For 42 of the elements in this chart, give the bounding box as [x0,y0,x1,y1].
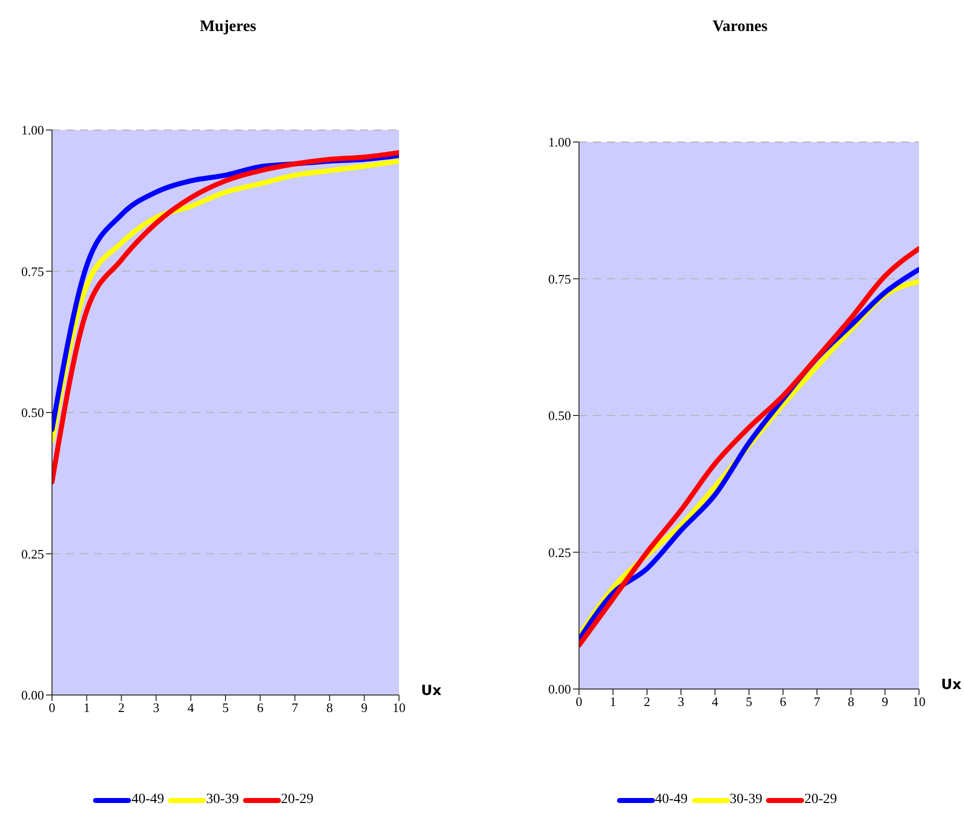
x-tick-label: 7 [292,700,299,716]
x-tick-label: 8 [326,700,333,716]
x-tick-label: 1 [610,694,616,710]
x-tick-label: 9 [882,694,888,710]
y-tick-label: 0.75 [548,271,571,286]
y-tick-label: 0.25 [548,544,571,560]
x-tick-label: 6 [780,694,787,710]
x-tick-label: 9 [361,700,368,716]
x-tick-label: 0 [48,700,56,716]
x-tick-label: 5 [222,700,229,716]
x-tick-label: 0 [576,694,582,710]
legend-label: 20-29 [280,792,314,808]
x-tick-label: 7 [814,694,821,710]
x-tick-label: 6 [256,700,264,716]
y-tick-label: 0.50 [21,405,44,420]
y-tick-label: 0.75 [21,264,44,279]
x-axis-title: Ux [941,676,962,693]
legend-label: 30-39 [730,792,762,808]
x-tick-label: 8 [848,694,854,710]
x-tick-label: 4 [188,700,195,716]
x-tick-label: 10 [392,700,406,716]
x-tick-label: 2 [118,700,125,716]
y-tick-label: 1.00 [21,122,44,138]
legend-label: 20-29 [804,792,837,808]
x-tick-label: 5 [746,694,752,710]
x-tick-label: 3 [678,694,684,710]
x-tick-label: 10 [912,694,926,710]
chart-title: Mujeres [198,18,258,36]
legend-label: 30-39 [206,792,239,808]
x-tick-label: 2 [644,694,650,710]
y-tick-label: 0.25 [21,546,44,562]
x-axis-title: Ux [421,682,442,699]
x-tick-label: 3 [152,700,160,716]
x-tick-label: 4 [712,694,719,710]
chart-title: Varones [711,18,769,36]
y-tick-label: 0.00 [21,688,44,703]
y-tick-label: 0.50 [548,408,571,424]
legend-label: 40-49 [654,792,688,808]
y-tick-label: 1.00 [548,134,571,150]
legend-label: 40-49 [131,792,164,808]
x-tick-label: 1 [83,700,90,716]
y-tick-label: 0.00 [548,682,571,697]
